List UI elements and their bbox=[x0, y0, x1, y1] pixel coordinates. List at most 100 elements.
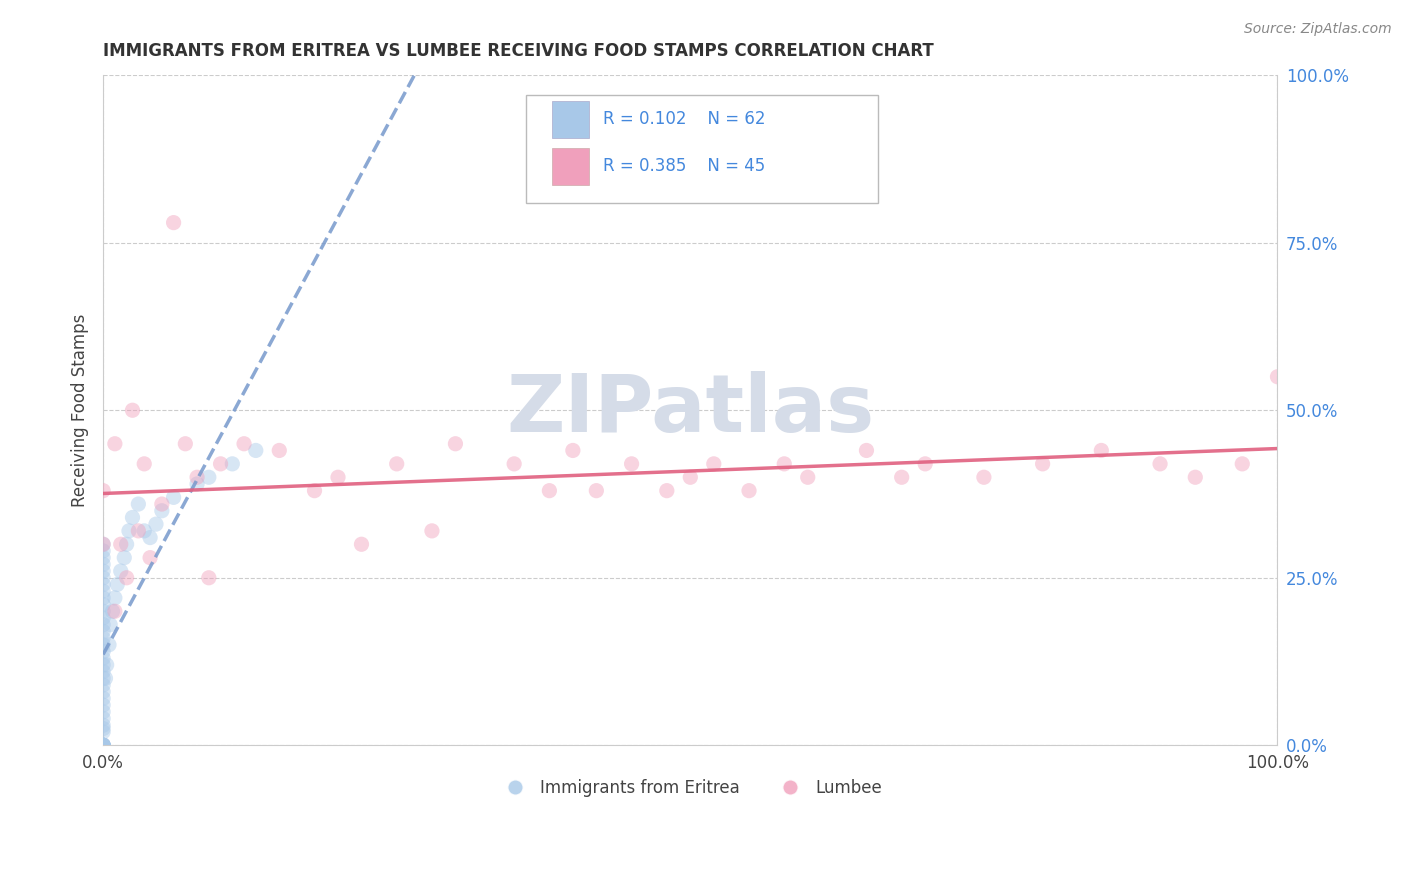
Point bbox=[91, 665, 114, 679]
Point bbox=[91, 739, 114, 753]
Point bbox=[91, 739, 114, 753]
Point bbox=[94, 671, 117, 685]
Point bbox=[773, 457, 796, 471]
Point bbox=[679, 470, 702, 484]
Point bbox=[104, 436, 127, 450]
Point bbox=[139, 550, 162, 565]
Point bbox=[91, 598, 114, 612]
Point bbox=[91, 638, 114, 652]
Point bbox=[620, 457, 643, 471]
Point bbox=[91, 624, 114, 639]
Point bbox=[585, 483, 607, 498]
Point bbox=[91, 644, 114, 658]
Point bbox=[91, 577, 114, 591]
Point bbox=[91, 722, 114, 736]
Point bbox=[186, 477, 208, 491]
Point bbox=[91, 739, 114, 753]
Point bbox=[150, 497, 173, 511]
Point bbox=[150, 504, 173, 518]
Point bbox=[91, 584, 114, 599]
Point bbox=[91, 657, 114, 672]
Point bbox=[112, 550, 135, 565]
Point bbox=[139, 531, 162, 545]
Point bbox=[162, 216, 184, 230]
Point bbox=[115, 537, 138, 551]
Point bbox=[91, 671, 114, 685]
Point bbox=[326, 470, 349, 484]
Point bbox=[91, 558, 114, 572]
Point bbox=[1267, 369, 1289, 384]
Point bbox=[91, 483, 114, 498]
Point bbox=[98, 638, 121, 652]
Point bbox=[91, 564, 114, 578]
Point bbox=[121, 403, 143, 417]
Point bbox=[269, 443, 291, 458]
Text: Source: ZipAtlas.com: Source: ZipAtlas.com bbox=[1244, 22, 1392, 37]
Point bbox=[444, 436, 467, 450]
Point bbox=[91, 739, 114, 753]
Point bbox=[91, 591, 114, 605]
Point bbox=[890, 470, 912, 484]
Point bbox=[91, 678, 114, 692]
Point bbox=[105, 577, 128, 591]
Point bbox=[973, 470, 995, 484]
Point bbox=[91, 537, 114, 551]
Point bbox=[145, 517, 167, 532]
Point bbox=[91, 550, 114, 565]
Point bbox=[1232, 457, 1254, 471]
Point bbox=[115, 571, 138, 585]
Point bbox=[91, 611, 114, 625]
Point bbox=[91, 725, 114, 739]
Point bbox=[91, 604, 114, 618]
Point bbox=[127, 497, 149, 511]
Point bbox=[855, 443, 877, 458]
Point bbox=[91, 651, 114, 665]
Point bbox=[738, 483, 761, 498]
Point bbox=[91, 739, 114, 753]
Point bbox=[134, 457, 156, 471]
Point bbox=[561, 443, 583, 458]
Point bbox=[538, 483, 561, 498]
Point bbox=[118, 524, 141, 538]
Point bbox=[209, 457, 232, 471]
Point bbox=[91, 544, 114, 558]
Point bbox=[385, 457, 408, 471]
Point bbox=[304, 483, 326, 498]
Point bbox=[96, 657, 118, 672]
Point bbox=[1090, 443, 1112, 458]
Point bbox=[91, 617, 114, 632]
Point bbox=[162, 491, 184, 505]
FancyBboxPatch shape bbox=[526, 95, 879, 202]
Point bbox=[796, 470, 818, 484]
Point bbox=[420, 524, 443, 538]
Y-axis label: Receiving Food Stamps: Receiving Food Stamps bbox=[72, 314, 89, 507]
Point bbox=[91, 739, 114, 753]
Point bbox=[91, 718, 114, 732]
Point bbox=[91, 691, 114, 706]
Point bbox=[91, 705, 114, 719]
Point bbox=[91, 698, 114, 712]
Point bbox=[1184, 470, 1206, 484]
Point bbox=[350, 537, 373, 551]
Text: ZIPatlas: ZIPatlas bbox=[506, 371, 875, 450]
FancyBboxPatch shape bbox=[551, 101, 589, 137]
Point bbox=[91, 684, 114, 698]
Point bbox=[233, 436, 256, 450]
Point bbox=[245, 443, 267, 458]
Point bbox=[104, 604, 127, 618]
Point bbox=[127, 524, 149, 538]
Text: R = 0.102    N = 62: R = 0.102 N = 62 bbox=[603, 111, 766, 128]
Point bbox=[1149, 457, 1171, 471]
Point bbox=[91, 739, 114, 753]
Point bbox=[655, 483, 678, 498]
Point bbox=[91, 739, 114, 753]
Legend: Immigrants from Eritrea, Lumbee: Immigrants from Eritrea, Lumbee bbox=[492, 772, 889, 804]
FancyBboxPatch shape bbox=[551, 148, 589, 185]
Point bbox=[91, 537, 114, 551]
Point bbox=[110, 537, 132, 551]
Point bbox=[121, 510, 143, 524]
Point bbox=[1032, 457, 1054, 471]
Point bbox=[98, 617, 121, 632]
Point bbox=[104, 591, 127, 605]
Text: R = 0.385    N = 45: R = 0.385 N = 45 bbox=[603, 157, 766, 175]
